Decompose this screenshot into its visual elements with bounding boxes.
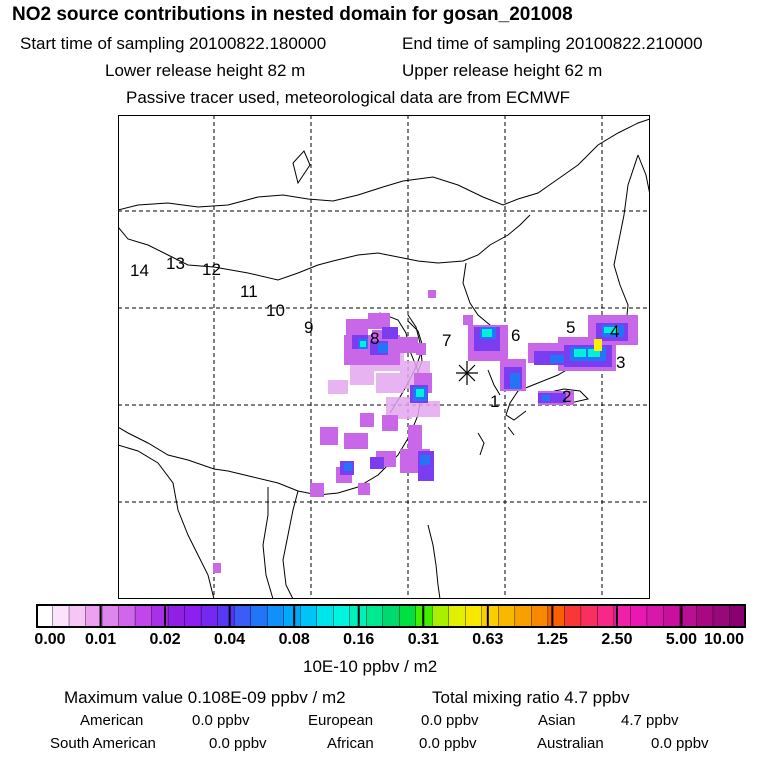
colorbar-tick-label: 0.16 [343,631,375,648]
colorbar-cell [481,604,500,628]
colorbar-cell [167,604,186,628]
asian-label: Asian [538,712,576,729]
page-title: NO2 source contributions in nested domai… [12,4,573,25]
colorbar-cell [316,604,335,628]
colorbar-cell [465,604,483,628]
colorbar-cell [679,604,698,628]
trajectory-label: 9 [304,318,313,337]
colorbar-cell [134,604,153,628]
trajectory-label: 10 [266,301,285,320]
colorbar [36,604,746,628]
trajectory-label: 7 [442,331,451,350]
colorbar-tick-label: 0.00 [34,631,66,648]
colorbar-cell [250,604,268,628]
trajectory-label: 4 [610,322,619,341]
colorbar-tick-label: 0.02 [149,631,181,648]
colorbar-unit: 10E-10 ppbv / m2 [303,657,438,676]
colorbar-cell [696,604,714,628]
colorbar-tick-label: 0.01 [84,631,117,648]
colorbar-tick-label: 10.00 [703,631,745,648]
colorbar-cell [399,604,417,628]
australian-label: Australian [537,735,604,752]
colorbar-tick-label: 0.31 [407,631,439,648]
colorbar-cell [498,604,516,628]
colorbar-cell [52,604,70,628]
colorbar-cell [580,604,599,628]
colorbar-cell [283,604,301,628]
colorbar-cell [729,604,746,628]
colorbar-tick-label: 2.50 [601,631,633,648]
european-value: 0.0 ppbv [421,712,479,729]
colorbar-cell [712,604,731,628]
colorbar-cell [564,604,582,628]
colorbar-tick-label: 0.63 [472,631,504,648]
colorbar-cell [151,604,169,628]
colorbar-cell [299,604,318,628]
african-label: African [327,735,374,752]
max-value: Maximum value 0.108E-09 ppbv / m2 [64,688,346,707]
trajectory-label: 13 [166,254,185,273]
colorbar-tick-label: 0.04 [214,631,246,648]
colorbar-tick-label: 1.25 [536,631,568,648]
colorbar-cell [432,604,450,628]
trajectory-label: 8 [370,329,379,348]
colorbar-cell [233,604,252,628]
colorbar-cell [101,604,120,628]
colorbar-cell [630,604,648,628]
south-american-label: South American [50,735,156,752]
trajectory-label: 14 [130,261,149,280]
colorbar-cell [36,604,54,628]
colorbar-cell [646,604,665,628]
colorbar-cell [531,604,549,628]
colorbar-cell [382,604,401,628]
american-label: American [80,712,144,729]
colorbar-cell [663,604,681,628]
map-panel: 1 2 3 4 5 6 7 8 9 10 11 12 13 14 [118,115,650,599]
colorbar-cell [266,604,285,628]
colorbar-cell [514,604,533,628]
trajectory-label: 1 [490,392,499,411]
colorbar-cell [68,604,87,628]
colorbar-cell [217,604,235,628]
concentration-plumes [213,290,638,573]
colorbar-cell [415,604,434,628]
lower-release-height: Lower release height 82 m [105,61,306,80]
colorbar-cell [547,604,566,628]
colorbar-cell [184,604,202,628]
receptor-star-icon [456,361,478,385]
trajectory-label: 3 [616,353,625,372]
trajectory-label: 2 [562,387,571,406]
australian-value: 0.0 ppbv [651,735,709,752]
start-time: Start time of sampling 20100822.180000 [20,34,327,53]
trajectory-label: 5 [566,318,575,337]
trajectory-label: 12 [202,260,221,279]
colorbar-cell [366,604,384,628]
south-american-value: 0.0 ppbv [209,735,267,752]
american-value: 0.0 ppbv [192,712,250,729]
colorbar-cell [448,604,467,628]
colorbar-cell [200,604,219,628]
colorbar-tick-label: 0.08 [278,631,310,648]
asian-value: 4.7 ppbv [621,712,679,729]
european-label: European [308,712,374,729]
upper-release-height: Upper release height 62 m [402,61,603,80]
colorbar-cell [597,604,615,628]
colorbar-cell [333,604,351,628]
trajectory-label: 6 [511,326,520,345]
tracer-note: Passive tracer used, meteorological data… [126,88,571,107]
end-time: End time of sampling 20100822.210000 [402,34,703,53]
trajectory-label: 11 [240,282,258,301]
colorbar-tick-label: 5.00 [665,631,698,648]
trajectory-labels: 1 2 3 4 5 6 7 8 9 10 11 12 13 14 [130,254,625,411]
african-value: 0.0 ppbv [419,735,477,752]
colorbar-cell [118,604,136,628]
total-mixing-ratio: Total mixing ratio 4.7 ppbv [432,688,630,707]
